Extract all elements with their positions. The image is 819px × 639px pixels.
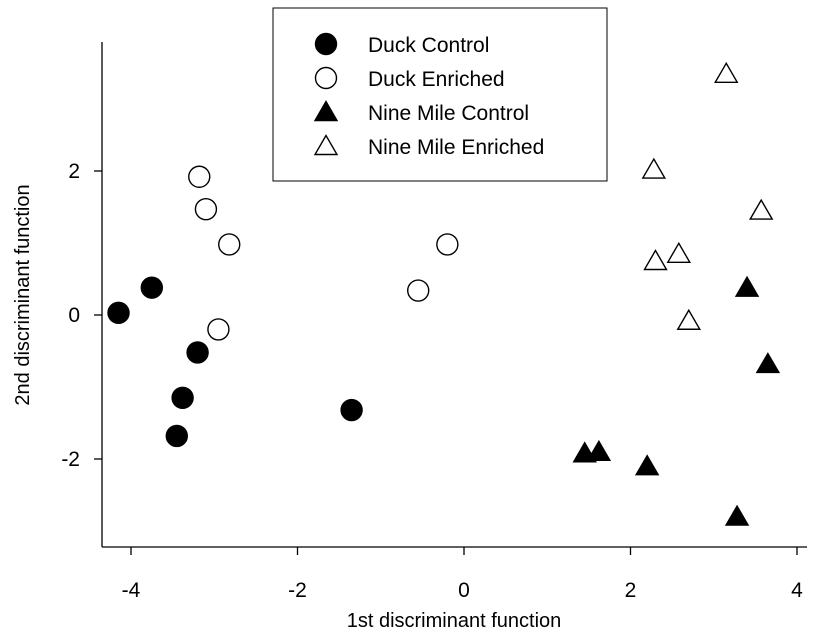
data-point: [186, 341, 209, 364]
x-axis-label: 1st discriminant function: [347, 610, 562, 632]
data-point: [643, 249, 668, 271]
axes: [101, 42, 807, 548]
data-point: [666, 241, 691, 263]
legend-marker: [314, 32, 338, 56]
x-tick-label: 4: [791, 579, 803, 602]
legend-marker: [313, 100, 339, 122]
x-tick-label: 2: [625, 579, 637, 602]
data-point: [340, 398, 363, 422]
series-duck-enriched: [188, 165, 459, 341]
data-point: [734, 275, 760, 297]
x-tick-label: 0: [458, 579, 470, 602]
x-tick-label: -4: [122, 579, 141, 602]
data-point: [107, 301, 130, 325]
series-nine-mile-enriched: [641, 61, 774, 330]
y-axis-label: 2nd discriminant function: [12, 184, 34, 405]
legend-label: Duck Control: [368, 34, 489, 57]
data-point: [165, 424, 188, 448]
legend-marker: [314, 66, 338, 90]
y-tick-label: 0: [68, 304, 80, 327]
data-point: [207, 318, 230, 341]
tick-labels: -4 -2 0 2 4 -2 0 2: [61, 160, 803, 602]
data-point: [755, 352, 781, 374]
legend-label: Nine Mile Enriched: [368, 136, 544, 159]
data-point: [714, 61, 739, 84]
data-point: [407, 279, 430, 302]
data-point: [188, 165, 211, 188]
legend-marker: [313, 134, 339, 156]
data-point: [724, 504, 750, 526]
x-tick-label: -2: [288, 579, 307, 602]
data-point: [586, 439, 612, 461]
data-point: [634, 454, 660, 476]
data-point: [641, 157, 667, 179]
ticks: [94, 170, 798, 555]
data-point: [748, 198, 774, 220]
legend: Duck Control Duck Enriched Nine Mile Contr…: [272, 7, 608, 182]
data-point: [218, 233, 241, 256]
data-point: [676, 308, 701, 330]
data-point: [194, 197, 218, 221]
y-tick-label: -2: [61, 448, 80, 471]
legend-label: Nine Mile Control: [368, 102, 529, 125]
data-points: [107, 61, 781, 526]
series-duck-control: [107, 276, 363, 448]
series-nine-mile-control: [572, 275, 781, 526]
data-point: [140, 276, 164, 299]
y-tick-label: 2: [68, 160, 80, 183]
data-point: [171, 386, 194, 409]
legend-label: Duck Enriched: [368, 68, 505, 91]
data-point: [436, 233, 459, 256]
